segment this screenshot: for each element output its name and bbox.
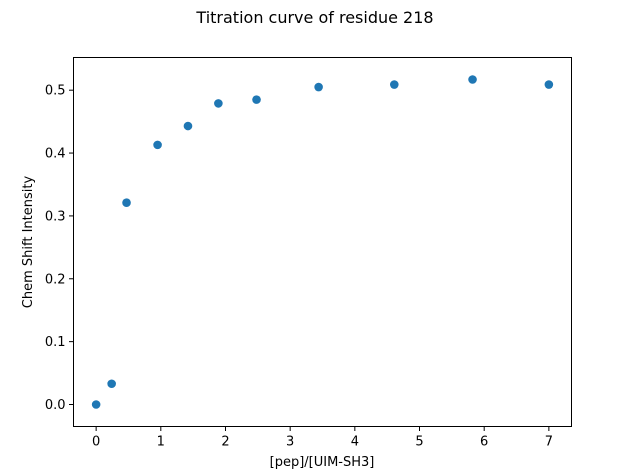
data-point	[314, 82, 323, 92]
y-tick-label: 0.2	[45, 272, 66, 287]
x-tick-label: 3	[286, 435, 294, 450]
y-tick-label: 0.4	[45, 147, 66, 162]
y-axis: 0.0 0.1 0.2 0.3 0.4 0.5	[45, 84, 74, 413]
data-point	[252, 95, 261, 104]
data-point	[544, 80, 554, 89]
y-tick-label: 0.5	[45, 84, 66, 99]
y-tick-label: 0.0	[45, 398, 66, 413]
x-tick-label: 6	[480, 435, 488, 450]
data-point	[107, 379, 116, 389]
chart-title: Titration curve of residue 218	[195, 8, 433, 27]
data-point	[468, 75, 477, 84]
data-points	[91, 75, 554, 409]
x-tick-label: 2	[221, 435, 229, 450]
x-tick-label: 5	[415, 435, 423, 450]
plot-frame	[73, 57, 572, 427]
data-point	[389, 80, 399, 89]
x-tick-label: 1	[157, 435, 165, 450]
data-point	[153, 140, 162, 150]
y-tick-label: 0.1	[45, 335, 66, 350]
y-tick-label: 0.3	[45, 209, 66, 224]
data-point	[183, 121, 193, 131]
data-point	[214, 99, 223, 108]
y-axis-label: Chem Shift Intensity	[21, 176, 36, 309]
x-tick-label: 4	[351, 435, 359, 450]
x-tick-label: 7	[545, 435, 553, 450]
data-point	[122, 198, 131, 208]
x-axis: 0 1 2 3 4 5 6 7	[92, 426, 553, 450]
x-axis-label: [pep]/[UIM-SH3]	[270, 455, 375, 470]
data-point	[91, 400, 101, 409]
x-tick-label: 0	[92, 435, 100, 450]
